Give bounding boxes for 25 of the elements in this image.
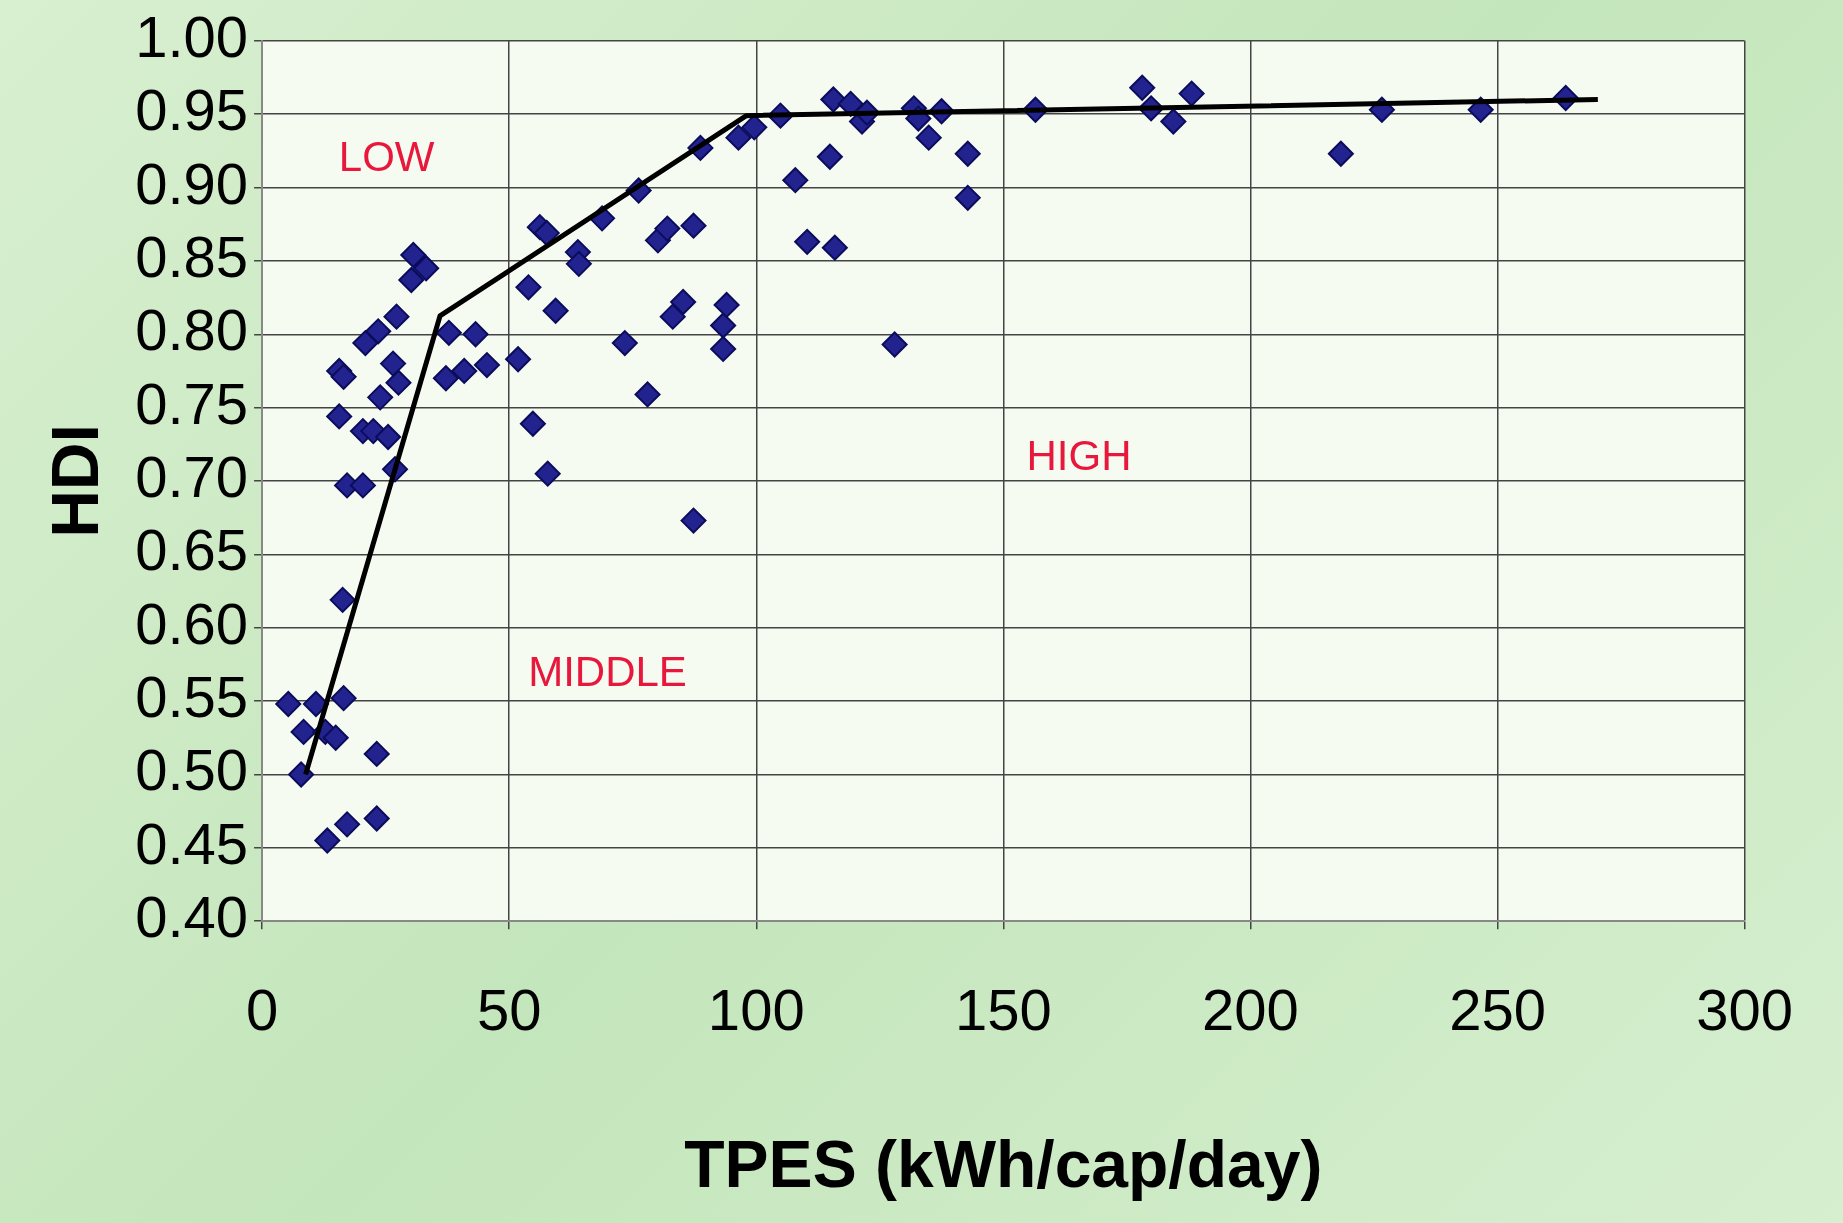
x-axis-title: TPES (kWh/cap/day) [684, 1126, 1323, 1201]
y-axis-title: HDI [37, 424, 112, 538]
y-tick-label: 0.40 [135, 884, 249, 950]
x-tick-label: 50 [476, 977, 542, 1042]
y-tick-label: 0.55 [135, 664, 249, 730]
x-tick-label: 200 [1202, 977, 1299, 1042]
y-tick-label: 0.80 [135, 297, 249, 363]
y-tick-label: 0.70 [135, 444, 249, 509]
x-tick-label: 0 [245, 977, 279, 1042]
y-tick-label: 0.85 [135, 223, 249, 289]
y-tick-label: 0.60 [135, 590, 249, 656]
x-tick-label: 100 [707, 977, 805, 1042]
x-tick-label: 300 [1696, 977, 1794, 1042]
annotation: MIDDLE [528, 648, 687, 696]
y-tick-label: 0.50 [135, 737, 249, 803]
annotation: LOW [338, 133, 435, 181]
y-tick-label: 0.65 [135, 517, 249, 583]
y-tick-label: 0.45 [135, 810, 249, 876]
x-tick-label: 250 [1449, 977, 1546, 1042]
y-tick-label: 0.90 [135, 150, 249, 216]
y-tick-label: 1.00 [135, 3, 249, 69]
x-tick-label: 150 [954, 977, 1052, 1042]
y-tick-label: 0.75 [135, 370, 249, 436]
y-tick-label: 0.95 [135, 77, 249, 143]
annotation: HIGH [1026, 431, 1132, 479]
